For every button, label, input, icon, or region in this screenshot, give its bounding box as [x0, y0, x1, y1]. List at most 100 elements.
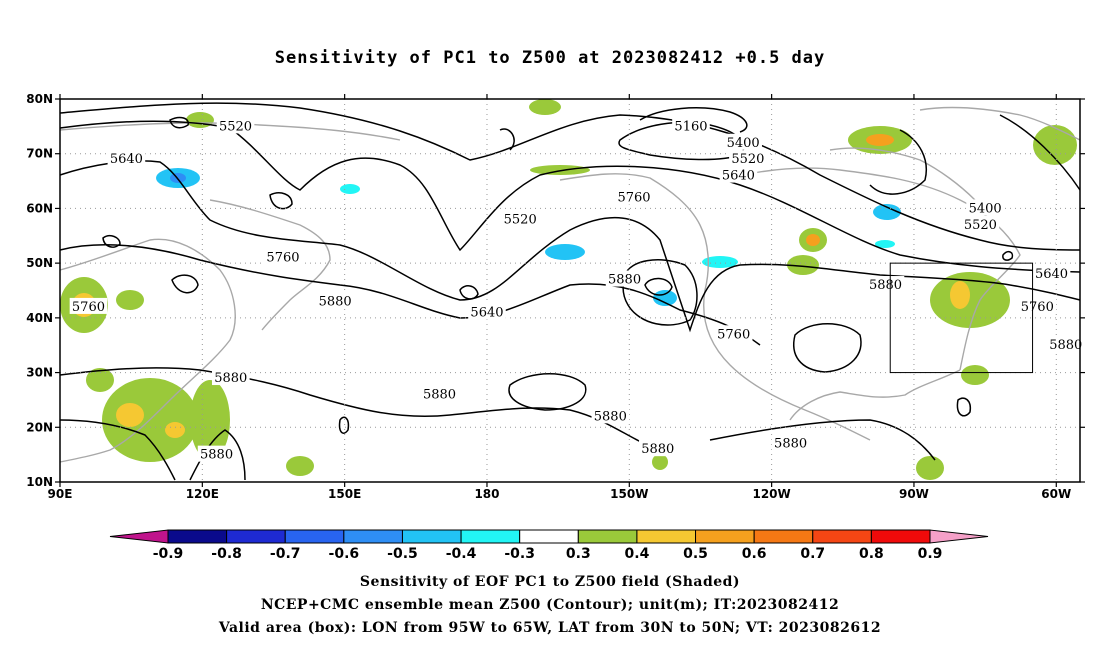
colorbar-label: 0.4 — [625, 546, 650, 562]
contour-label: 5880 — [423, 387, 456, 402]
contour-label-bg — [961, 215, 1000, 232]
z500-contours — [59, 102, 1081, 481]
contour-label-bg — [1046, 336, 1085, 353]
contour-label-bg — [216, 117, 255, 134]
contour-label: 5760 — [717, 327, 750, 342]
colorbar-label: 0.9 — [918, 546, 943, 562]
lat-tick-label: 70N — [26, 147, 53, 161]
contour-label-bg — [672, 117, 710, 134]
contour-label: 5880 — [214, 371, 247, 386]
contour-label-bg — [729, 150, 767, 167]
map-frame — [59, 98, 1081, 483]
colorbar-label: -0.8 — [211, 546, 242, 562]
colorbar-swatch — [870, 529, 931, 544]
contour-label-bg — [966, 199, 1004, 216]
contour-label-bg — [316, 292, 354, 309]
colorbar-label: -0.4 — [446, 546, 477, 562]
contour-label: 5640 — [110, 152, 143, 167]
contour-label: 5520 — [731, 152, 764, 167]
caption-valid-area: Valid area (box): LON from 95W to 65W, L… — [218, 620, 882, 636]
contour-label: 5760 — [72, 300, 105, 315]
contour-label-bg — [638, 440, 677, 457]
contour-label: 5520 — [504, 212, 537, 227]
contour-label-bg — [771, 434, 810, 451]
lat-tick-label: 10N — [26, 475, 53, 489]
lon-tick-label: 60W — [1041, 487, 1071, 501]
contour-label: 5880 — [869, 278, 902, 293]
contour-label-bg — [591, 407, 630, 424]
colorbar-swatch — [226, 529, 286, 544]
colorbar: -0.9 -0.8 -0.7 -0.6 -0.5 -0.4 -0.3 0.3 0.4 0.5 0.6… — [109, 529, 989, 562]
contour-label-bg — [468, 303, 506, 320]
lat-tick-label: 60N — [26, 201, 53, 215]
colorbar-label: -0.5 — [387, 546, 418, 562]
contour-label-bg — [264, 248, 302, 265]
lat-tick-label: 50N — [26, 256, 53, 270]
colorbar-label: 0.5 — [683, 546, 708, 562]
colorbar-label: -0.6 — [329, 546, 360, 562]
contour-label: 5400 — [969, 201, 1002, 216]
contour-label-bg — [605, 270, 644, 287]
contour-label-bg — [69, 297, 108, 314]
coastlines — [59, 106, 1081, 463]
lat-tick-label: 20N — [26, 420, 53, 434]
colorbar-label: 0.3 — [566, 546, 591, 562]
caption-contour: NCEP+CMC ensemble mean Z500 (Contour); u… — [260, 597, 840, 613]
colorbar-label: -0.7 — [270, 546, 301, 562]
contour-label: 5640 — [1035, 267, 1068, 282]
colorbar-swatch — [343, 529, 403, 544]
colorbar-swatch — [577, 529, 638, 544]
colorbar-label: -0.9 — [153, 546, 184, 562]
contour-label: 5520 — [219, 119, 252, 134]
valid-area-box — [889, 262, 1034, 374]
contour-label: 5640 — [722, 169, 755, 184]
lon-tick-label: 90W — [899, 487, 929, 501]
contour-label-bg — [1032, 265, 1071, 282]
contour-label-bg — [501, 210, 539, 227]
contour-label-bg — [719, 166, 758, 183]
contour-label: 5760 — [1021, 300, 1054, 315]
colorbar-label: 0.8 — [859, 546, 884, 562]
contour-label: 5880 — [200, 448, 233, 463]
colorbar-swatch — [401, 529, 462, 544]
sensitivity-shading — [60, 99, 1077, 480]
contour-label-bg — [714, 325, 753, 342]
lat-tick-label: 80N — [26, 92, 53, 106]
lon-tick-label: 150W — [610, 487, 648, 501]
contour-label-bg — [420, 385, 459, 402]
contour-label: 5880 — [641, 442, 674, 457]
colorbar-swatch — [167, 529, 228, 544]
contour-label-bg — [1018, 297, 1057, 314]
lat-tick-label: 30N — [26, 366, 53, 380]
colorbar-swatch — [460, 529, 521, 544]
contour-label-bg — [197, 445, 236, 462]
caption-shading: Sensitivity of EOF PC1 to Z500 field (Sh… — [359, 574, 741, 590]
contour-label: 5520 — [964, 218, 997, 233]
contour-label: 5880 — [774, 437, 807, 452]
lon-tick-label: 120W — [752, 487, 790, 501]
contour-label: 5880 — [594, 409, 627, 424]
colorbar-swatch — [519, 529, 579, 544]
contour-label: 5880 — [319, 294, 352, 309]
contour-label: 5640 — [470, 305, 503, 320]
colorbar-high-arrow — [929, 529, 989, 544]
contour-label-bg — [866, 276, 905, 293]
contour-label-bg — [107, 150, 146, 167]
contour-label: 5400 — [727, 136, 760, 151]
colorbar-swatch — [636, 529, 697, 544]
colorbar-label: 0.6 — [742, 546, 767, 562]
contour-label: 5880 — [1049, 338, 1082, 353]
colorbar-swatch — [284, 529, 345, 544]
colorbar-swatch — [753, 529, 814, 544]
contour-label: 5760 — [617, 190, 650, 205]
lon-tick-label: 120E — [186, 487, 219, 501]
contour-label: 5160 — [674, 119, 707, 134]
colorbar-swatch — [812, 529, 872, 544]
contour-label: 5880 — [608, 273, 641, 288]
contour-label-bg — [211, 369, 250, 386]
lat-tick-label: 40N — [26, 311, 53, 325]
colorbar-swatch — [695, 529, 755, 544]
lon-tick-label: 150E — [328, 487, 361, 501]
colorbar-low-arrow — [109, 529, 169, 544]
